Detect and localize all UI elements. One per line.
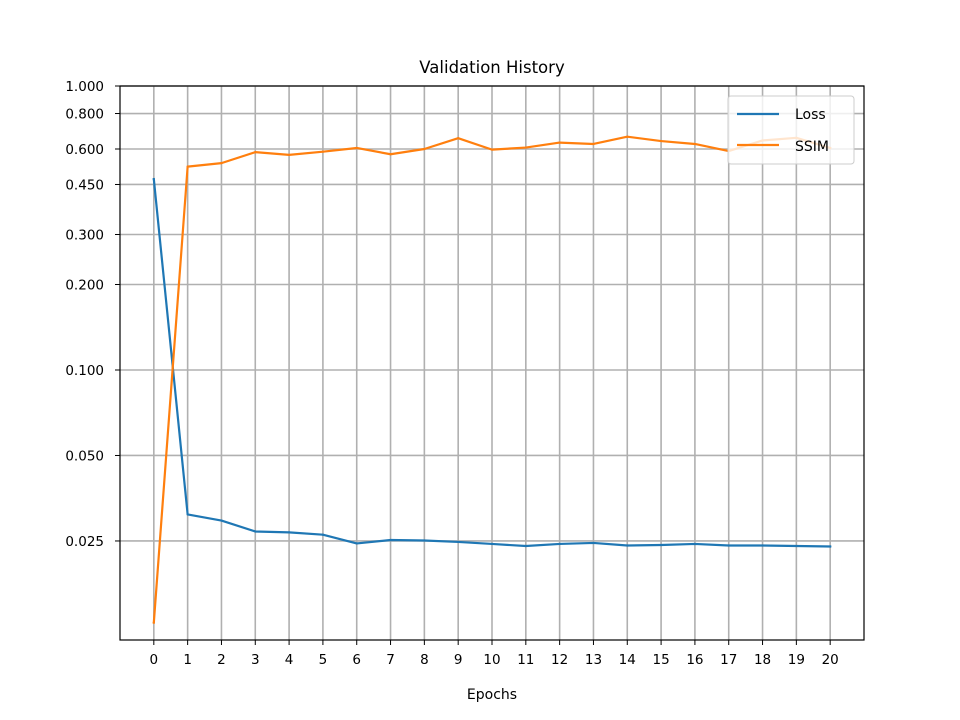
data-point-loss <box>389 538 392 542</box>
data-point-loss <box>659 543 663 547</box>
x-tick-label: 8 <box>420 652 429 668</box>
x-tick-label: 15 <box>652 652 669 668</box>
x-tick-label: 13 <box>585 652 602 668</box>
data-point-loss <box>761 544 764 547</box>
data-point-loss <box>490 542 494 546</box>
y-tick-label: 0.050 <box>65 448 104 464</box>
data-point-ssim <box>355 146 358 150</box>
x-tick-label: 12 <box>551 652 568 668</box>
data-point-loss <box>524 544 527 548</box>
y-tick-label: 0.200 <box>65 277 104 293</box>
data-point-ssim <box>490 148 494 151</box>
x-tick-label: 9 <box>454 652 463 668</box>
data-point-loss <box>727 544 730 547</box>
y-tick-label: 0.600 <box>65 142 104 158</box>
x-tick-label: 16 <box>686 652 703 668</box>
x-tick-label: 6 <box>352 652 361 668</box>
data-point-ssim <box>693 142 697 146</box>
x-tick-label: 4 <box>285 652 294 668</box>
legend-box <box>727 95 855 165</box>
x-tick-label: 18 <box>754 652 771 668</box>
data-point-ssim <box>558 141 561 144</box>
data-point-loss <box>457 540 460 544</box>
data-point-ssim <box>592 142 595 146</box>
data-point-ssim <box>423 147 426 151</box>
data-point-loss <box>321 533 325 536</box>
y-tick-label: 1.000 <box>65 79 104 95</box>
x-tick-label: 14 <box>619 652 636 668</box>
y-tick-label: 0.450 <box>65 177 104 193</box>
x-axis-label: Epochs <box>467 687 517 703</box>
data-point-loss <box>693 542 697 546</box>
data-point-loss <box>287 531 291 534</box>
x-tick-label: 10 <box>483 652 500 668</box>
data-point-loss <box>355 542 358 545</box>
chart-title: Validation History <box>419 58 565 77</box>
y-tick-label: 0.300 <box>65 227 104 243</box>
x-tick-label: 1 <box>183 652 192 668</box>
data-point-loss <box>254 530 257 533</box>
data-point-ssim <box>321 150 325 153</box>
data-point-loss <box>186 513 189 516</box>
data-point-loss <box>423 539 426 542</box>
y-tick-label: 0.025 <box>65 534 104 550</box>
data-point-ssim <box>659 139 663 143</box>
legend-label-loss: Loss <box>795 107 826 123</box>
data-point-ssim <box>287 153 291 156</box>
x-tick-label: 5 <box>319 652 328 668</box>
x-tick-label: 19 <box>788 652 805 668</box>
x-tick-label: 7 <box>386 652 395 668</box>
data-point-loss <box>829 545 832 548</box>
data-point-ssim <box>254 151 257 154</box>
data-point-loss <box>152 178 155 181</box>
data-point-ssim <box>152 621 155 624</box>
x-tick-label: 11 <box>517 652 534 668</box>
data-point-loss <box>592 541 595 545</box>
x-tick-label: 0 <box>150 652 159 668</box>
x-tick-label: 2 <box>217 652 226 668</box>
data-point-ssim <box>524 146 527 149</box>
data-point-ssim <box>220 162 223 165</box>
x-axis: 0 1 2 3 4 5 6 7 8 9 10 11 12 13 14 15 16 17 18 19 20 <box>150 640 839 668</box>
x-tick-label: 17 <box>720 652 737 668</box>
legend-label-ssim: SSIM <box>795 139 829 155</box>
data-point-loss <box>795 544 798 548</box>
legend: Loss SSIM <box>727 95 855 165</box>
data-point-ssim <box>186 165 189 168</box>
x-tick-label: 20 <box>822 652 839 668</box>
data-point-loss <box>220 519 223 522</box>
data-point-loss <box>558 542 561 546</box>
x-tick-label: 3 <box>251 652 260 668</box>
y-tick-label: 0.100 <box>65 363 104 379</box>
data-point-ssim <box>626 135 629 138</box>
data-point-ssim <box>457 137 460 140</box>
data-point-loss <box>626 544 629 547</box>
data-point-ssim <box>389 153 392 156</box>
y-axis: 0.025 0.050 0.100 0.200 0.300 0.450 0.600 0.800… <box>65 79 120 550</box>
y-tick-label: 0.800 <box>65 107 104 123</box>
